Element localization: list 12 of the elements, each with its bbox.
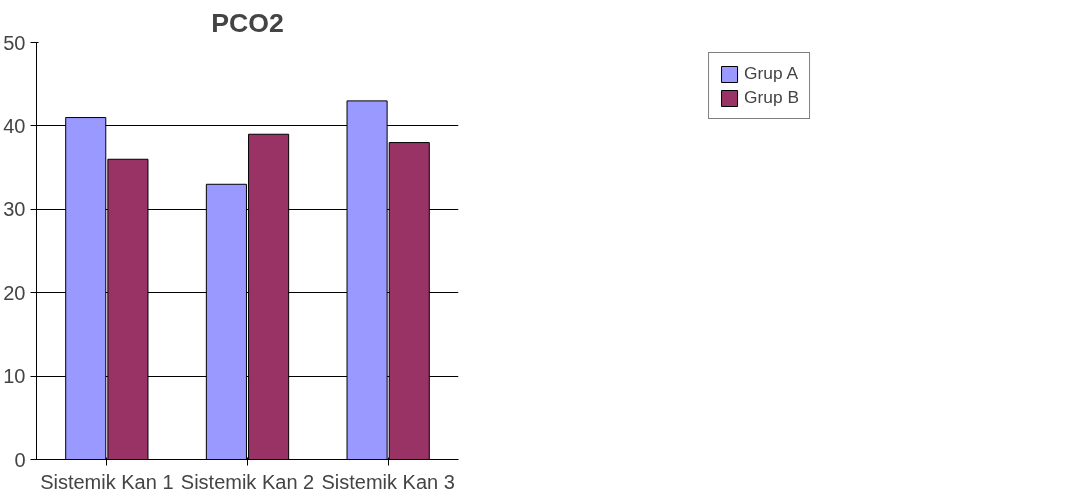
y-tick-label: 20 [3,281,26,304]
y-tick-label: 50 [3,31,26,54]
y-tick-label: 40 [3,114,26,137]
y-tick-label: 30 [3,198,26,221]
y-tick-label: 0 [14,448,26,471]
chart-title: PCO2 [211,7,284,38]
x-tick-label: Sistemik Kan 3 [321,470,455,493]
x-tick-label: Sistemik Kan 2 [180,470,315,493]
legend-label: Grup A [744,63,798,84]
x-tick-label: Sistemik Kan 1 [40,470,174,493]
legend-label: Grup B [744,87,799,108]
y-tick-label: 10 [3,365,26,388]
